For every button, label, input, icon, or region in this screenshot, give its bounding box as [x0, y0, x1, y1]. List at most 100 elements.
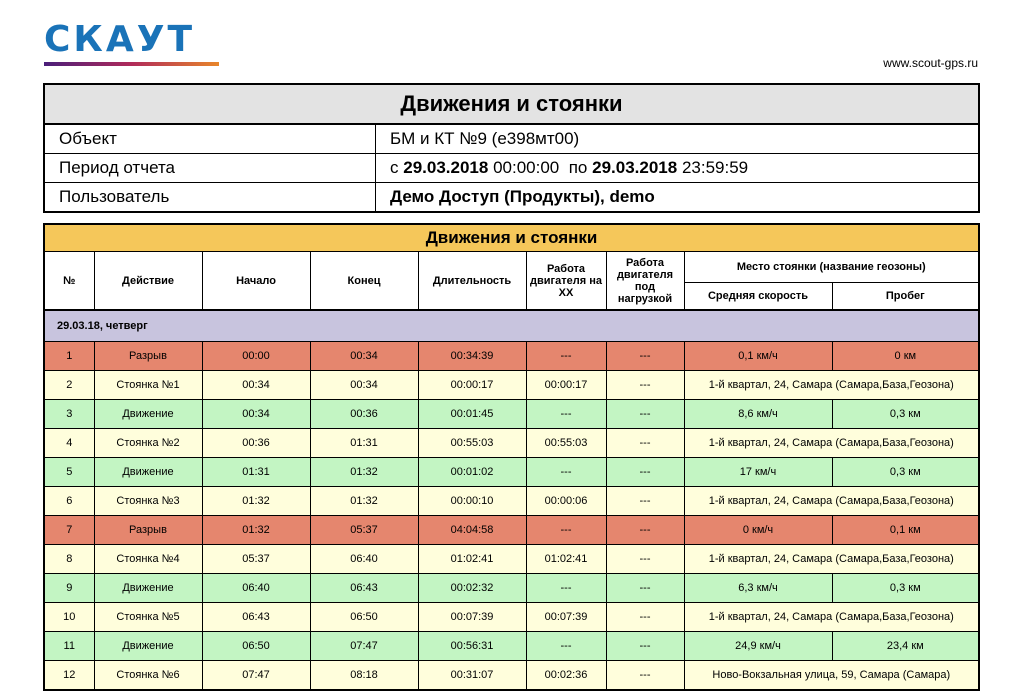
cell-engine-idle: --- — [525, 631, 607, 661]
cell-action: Стоянка №5 — [93, 602, 203, 632]
logo-gradient-bar — [44, 62, 219, 66]
cell-mileage: 0,3 км — [831, 573, 980, 603]
cell-start: 00:34 — [201, 370, 311, 400]
cell-duration: 00:00:10 — [417, 486, 527, 516]
table-row: 12 Стоянка №6 07:47 08:18 00:31:07 00:02:36 --… — [43, 660, 980, 691]
table-title: Движения и стоянки — [43, 223, 980, 252]
cell-end: 01:31 — [309, 428, 419, 458]
col-header-place: Место стоянки (название геозоны) — [683, 251, 980, 283]
movements-table: Движения и стоянки № Действие Начало Кон… — [43, 223, 981, 691]
cell-duration: 04:04:58 — [417, 515, 527, 545]
cell-start: 05:37 — [201, 544, 311, 574]
scout-logo: СКАУТ — [44, 20, 219, 66]
site-url: www.scout-gps.ru — [883, 56, 978, 70]
cell-action: Стоянка №2 — [93, 428, 203, 458]
cell-num: 8 — [43, 544, 95, 574]
cell-engine-idle: --- — [525, 515, 607, 545]
cell-duration: 01:02:41 — [417, 544, 527, 574]
cell-engine-idle: 00:00:17 — [525, 370, 607, 400]
cell-engine-load: --- — [605, 457, 685, 487]
cell-mileage: 23,4 км — [831, 631, 980, 661]
cell-place: Ново-Вокзальная улица, 59, Самара (Самар… — [683, 660, 980, 691]
cell-duration: 00:00:17 — [417, 370, 527, 400]
cell-avg-speed: 24,9 км/ч — [683, 631, 833, 661]
col-header-end: Конец — [309, 251, 419, 311]
cell-duration: 00:34:39 — [417, 341, 527, 371]
cell-start: 07:47 — [201, 660, 311, 691]
cell-start: 06:50 — [201, 631, 311, 661]
cell-start: 01:32 — [201, 515, 311, 545]
cell-num: 11 — [43, 631, 95, 661]
cell-engine-load: --- — [605, 544, 685, 574]
cell-mileage: 0,1 км — [831, 515, 980, 545]
period-value: с 29.03.2018 00:00:00 по 29.03.2018 23:5… — [375, 153, 980, 183]
cell-engine-idle: --- — [525, 341, 607, 371]
table-row: 6 Стоянка №3 01:32 01:32 00:00:10 00:00:06 ---… — [43, 486, 980, 516]
cell-duration: 00:02:32 — [417, 573, 527, 603]
cell-num: 12 — [43, 660, 95, 691]
cell-end: 00:34 — [309, 370, 419, 400]
cell-end: 06:50 — [309, 602, 419, 632]
cell-num: 6 — [43, 486, 95, 516]
cell-action: Движение — [93, 631, 203, 661]
cell-engine-idle: 01:02:41 — [525, 544, 607, 574]
cell-engine-idle: 00:55:03 — [525, 428, 607, 458]
cell-start: 06:40 — [201, 573, 311, 603]
cell-end: 06:40 — [309, 544, 419, 574]
cell-engine-idle: 00:02:36 — [525, 660, 607, 691]
col-header-action: Действие — [93, 251, 203, 311]
object-value: БМ и КТ №9 (е398мт00) — [375, 123, 980, 154]
table-row: 9 Движение 06:40 06:43 00:02:32 --- --- 6,3 км/… — [43, 573, 980, 603]
cell-duration: 00:07:39 — [417, 602, 527, 632]
col-header-start: Начало — [201, 251, 311, 311]
table-row: 10 Стоянка №5 06:43 06:50 00:07:39 00:07:39 --… — [43, 602, 980, 632]
table-body: 29.03.18, четверг 1 Разрыв 00:00 00:34 00:34… — [43, 309, 980, 691]
cell-engine-idle: --- — [525, 399, 607, 429]
table-row: 5 Движение 01:31 01:32 00:01:02 --- --- 17 км/ч… — [43, 457, 980, 487]
cell-end: 07:47 — [309, 631, 419, 661]
cell-engine-load: --- — [605, 486, 685, 516]
cell-engine-idle: --- — [525, 457, 607, 487]
cell-action: Стоянка №1 — [93, 370, 203, 400]
cell-engine-idle: 00:00:06 — [525, 486, 607, 516]
cell-action: Разрыв — [93, 515, 203, 545]
cell-action: Движение — [93, 457, 203, 487]
date-group-row: 29.03.18, четверг — [43, 309, 980, 342]
user-label: Пользователь — [43, 182, 376, 213]
cell-action: Стоянка №4 — [93, 544, 203, 574]
cell-avg-speed: 0,1 км/ч — [683, 341, 833, 371]
cell-num: 5 — [43, 457, 95, 487]
period-from-time: 00:00:00 — [493, 158, 560, 177]
cell-num: 7 — [43, 515, 95, 545]
table-row: 8 Стоянка №4 05:37 06:40 01:02:41 01:02:41 ---… — [43, 544, 980, 574]
cell-engine-load: --- — [605, 631, 685, 661]
table-row: 2 Стоянка №1 00:34 00:34 00:00:17 00:00:17 ---… — [43, 370, 980, 400]
period-to-time: 23:59:59 — [681, 158, 749, 177]
period-label: Период отчета — [43, 153, 376, 183]
user-value: Демо Доступ (Продукты), demo — [375, 182, 980, 213]
cell-avg-speed: 17 км/ч — [683, 457, 833, 487]
table-row: 4 Стоянка №2 00:36 01:31 00:55:03 00:55:03 ---… — [43, 428, 980, 458]
col-header-num: № — [43, 251, 95, 311]
cell-start: 00:34 — [201, 399, 311, 429]
cell-end: 01:32 — [309, 457, 419, 487]
cell-engine-load: --- — [605, 341, 685, 371]
period-to-date: 29.03.2018 — [592, 158, 678, 177]
cell-engine-idle: 00:07:39 — [525, 602, 607, 632]
cell-num: 4 — [43, 428, 95, 458]
cell-place: 1-й квартал, 24, Самара (Самара,База,Гео… — [683, 544, 980, 574]
cell-place: 1-й квартал, 24, Самара (Самара,База,Гео… — [683, 486, 980, 516]
cell-action: Стоянка №3 — [93, 486, 203, 516]
cell-avg-speed: 6,3 км/ч — [683, 573, 833, 603]
cell-end: 06:43 — [309, 573, 419, 603]
table-row: 11 Движение 06:50 07:47 00:56:31 --- --- 24,9 к… — [43, 631, 980, 661]
cell-duration: 00:56:31 — [417, 631, 527, 661]
cell-action: Разрыв — [93, 341, 203, 371]
cell-mileage: 0 км — [831, 341, 980, 371]
cell-engine-load: --- — [605, 370, 685, 400]
cell-num: 9 — [43, 573, 95, 603]
col-header-engine-idle: Работа двигателя на ХХ — [525, 251, 607, 311]
cell-num: 2 — [43, 370, 95, 400]
table-row: 3 Движение 00:34 00:36 00:01:45 --- --- 8,6 км/… — [43, 399, 980, 429]
object-label: Объект — [43, 123, 376, 154]
